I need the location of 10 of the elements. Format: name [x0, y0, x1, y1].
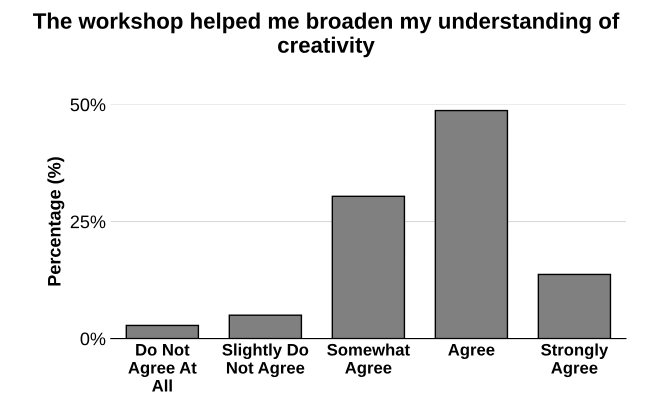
x-tick-label: Strongly Agree — [541, 343, 608, 378]
y-tick-label: 0% — [80, 332, 106, 346]
y-axis-title: Percentage (%) — [47, 157, 64, 286]
x-tick-label: Agree — [448, 344, 494, 359]
x-tick-label: Somewhat Agree — [327, 343, 410, 378]
chart-title: The workshop helped me broaden my understanding of creativity — [33, 12, 620, 58]
x-tick-label: Do Not Agree At All — [128, 344, 197, 392]
x-tick-label: Slightly Do Not Agree — [222, 343, 308, 378]
y-tick-label: 25% — [70, 215, 106, 228]
y-tick-label: 50% — [70, 98, 106, 112]
